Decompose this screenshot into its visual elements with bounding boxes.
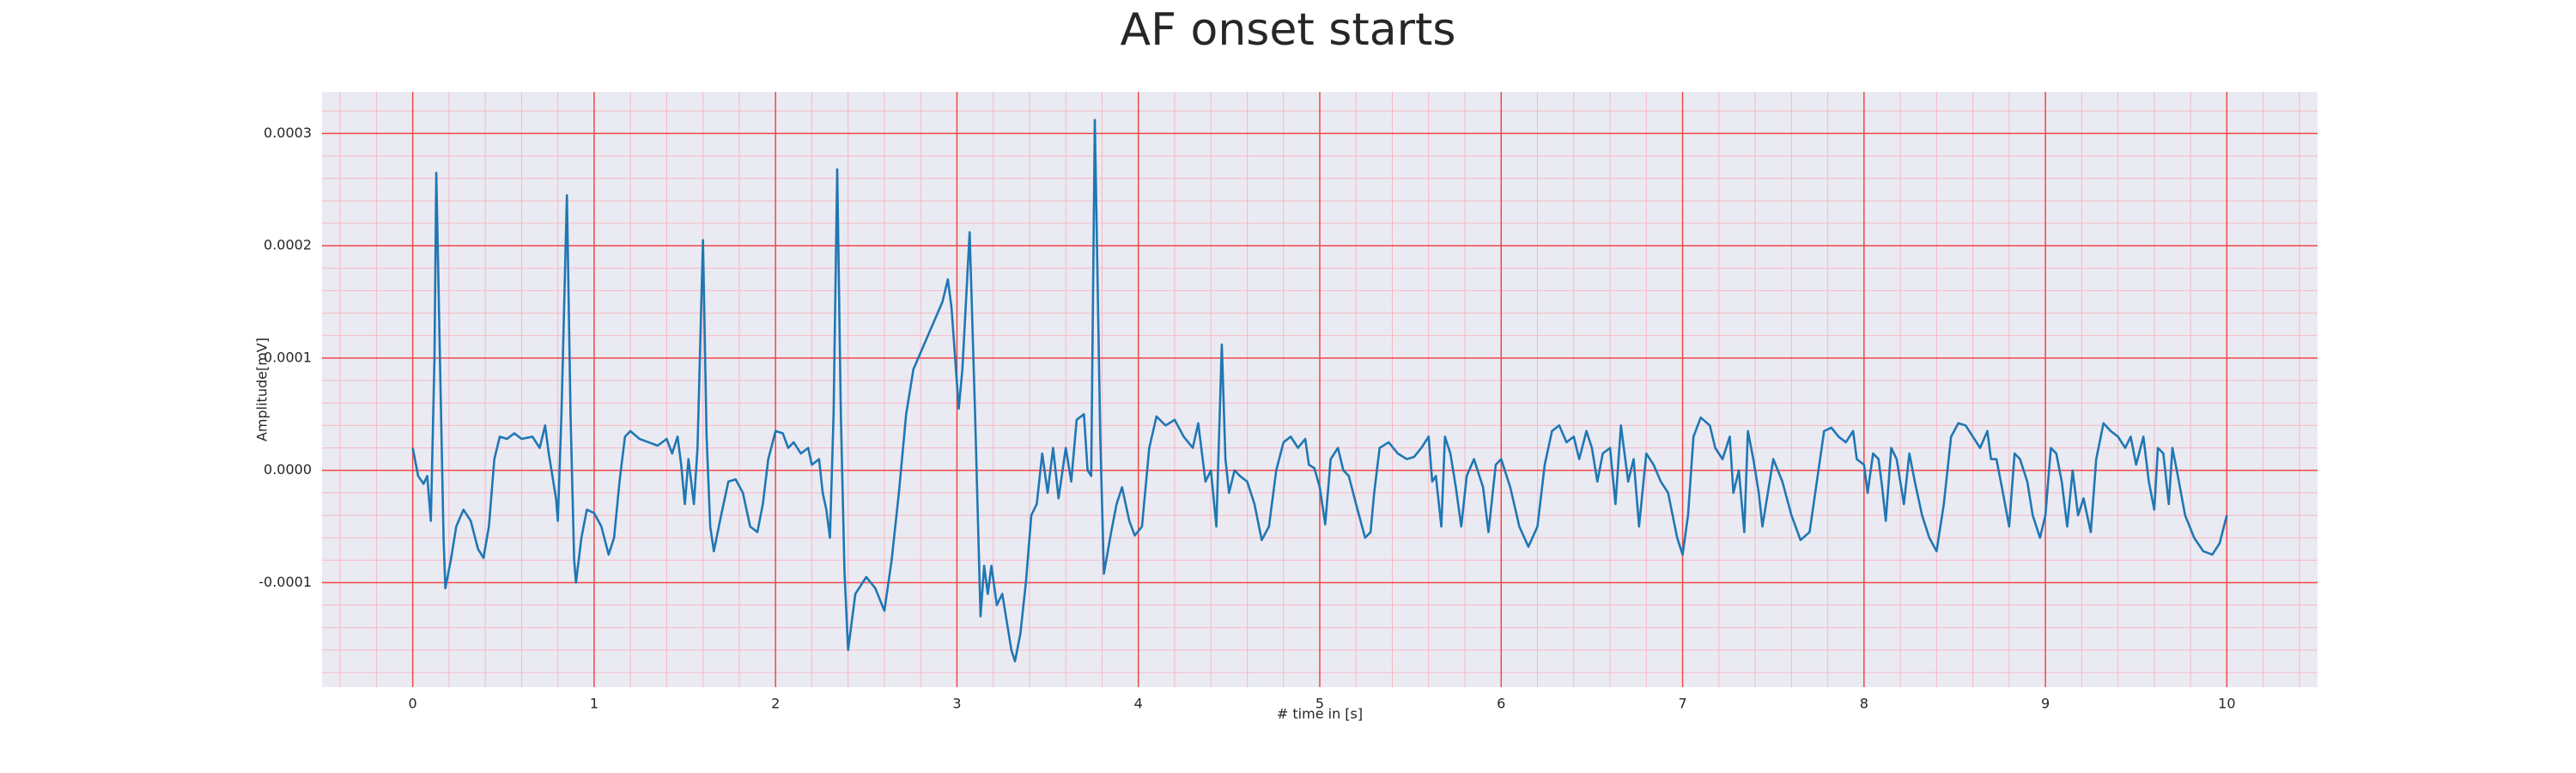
- y-tick-label: -0.0001: [258, 574, 312, 590]
- x-tick-label: 3: [952, 696, 961, 712]
- x-tick-label: 6: [1497, 696, 1505, 712]
- x-axis-label: # time in [s]: [1277, 706, 1363, 722]
- x-tick-label: 7: [1678, 696, 1686, 712]
- x-tick-label: 4: [1134, 696, 1143, 712]
- x-tick-label: 2: [771, 696, 780, 712]
- y-tick-label: 0.0000: [264, 461, 312, 478]
- x-tick-label: 5: [1315, 696, 1324, 712]
- x-tick-label: 10: [2218, 696, 2235, 712]
- y-tick-label: 0.0001: [264, 349, 312, 365]
- x-tick-label: 9: [2041, 696, 2050, 712]
- signal-line: [411, 119, 2228, 663]
- y-axis-label: Amplitude[mV]: [254, 338, 270, 441]
- chart-title: AF onset starts: [1121, 4, 1456, 56]
- y-tick-label: 0.0002: [264, 237, 312, 253]
- y-tick-label: 0.0003: [264, 125, 312, 141]
- x-tick-label: 0: [409, 696, 417, 712]
- x-tick-label: 1: [590, 696, 598, 712]
- x-tick-label: 8: [1860, 696, 1868, 712]
